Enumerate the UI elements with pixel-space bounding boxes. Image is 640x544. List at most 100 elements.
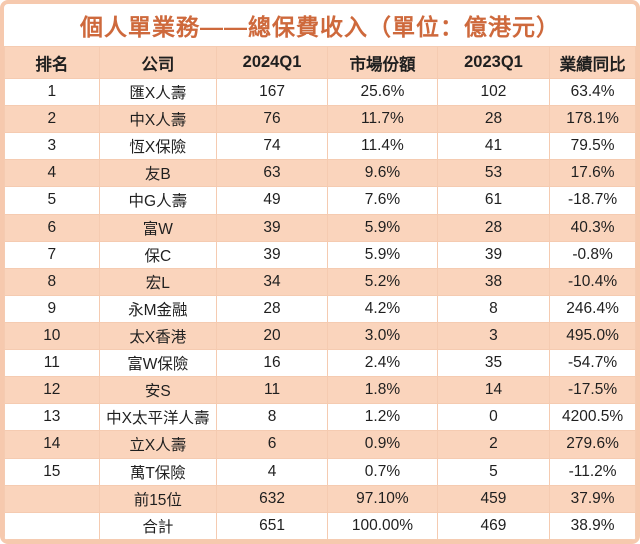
value-2023q1-cell: 459 [436, 484, 551, 513]
column-header-2023q1: 2023Q1 [436, 46, 551, 79]
table-body: 1 匯X人壽 167 25.6% 102 63.4% 2 中X人壽 76 11.7% 28 178.1… [4, 77, 636, 540]
value-2023q1-cell: 38 [436, 267, 551, 296]
yoy-cell: 79.5% [549, 132, 636, 161]
company-cell: 宏L [98, 267, 218, 296]
market-share-cell: 7.6% [327, 186, 438, 215]
value-2023q1-cell: 39 [436, 240, 551, 269]
premium-table: 排名 公司 2024Q1 市場份額 2023Q1 業績同比 1 匯X人壽 167 25… [4, 46, 636, 540]
summary-row: 前15位 632 97.10% 459 37.9% [4, 484, 636, 513]
table-row: 9 永M金融 28 4.2% 8 246.4% [4, 294, 636, 323]
yoy-cell: 495.0% [549, 321, 636, 351]
market-share-cell: 5.9% [327, 213, 438, 242]
yoy-cell: 246.4% [549, 294, 636, 323]
value-2024q1-cell: 63 [215, 159, 329, 188]
yoy-cell: -0.8% [549, 240, 636, 269]
yoy-cell: 38.9% [549, 511, 636, 540]
company-cell: 合計 [98, 511, 218, 540]
yoy-cell: 17.6% [549, 159, 636, 188]
market-share-cell: 9.6% [327, 159, 438, 188]
market-share-cell: 0.9% [327, 430, 438, 459]
table-row: 2 中X人壽 76 11.7% 28 178.1% [4, 105, 636, 134]
value-2023q1-cell: 28 [436, 105, 551, 134]
table-row: 4 友B 63 9.6% 53 17.6% [4, 159, 636, 188]
rank-cell: 6 [4, 213, 100, 242]
company-cell: 恆X保險 [98, 132, 218, 161]
company-cell: 富W [98, 213, 218, 242]
table-row: 11 富W保險 16 2.4% 35 -54.7% [4, 349, 636, 378]
value-2023q1-cell: 0 [436, 403, 551, 432]
rank-cell [4, 484, 100, 513]
value-2023q1-cell: 8 [436, 294, 551, 323]
market-share-cell: 4.2% [327, 294, 438, 323]
column-header-yoy: 業績同比 [549, 46, 636, 79]
value-2024q1-cell: 11 [215, 376, 329, 405]
value-2023q1-cell: 2 [436, 430, 551, 459]
rank-cell: 3 [4, 132, 100, 161]
value-2024q1-cell: 651 [215, 511, 329, 540]
rank-cell: 14 [4, 430, 100, 459]
value-2023q1-cell: 53 [436, 159, 551, 188]
value-2023q1-cell: 102 [436, 77, 551, 107]
table-row: 14 立X人壽 6 0.9% 2 279.6% [4, 430, 636, 459]
market-share-cell: 0.7% [327, 457, 438, 486]
value-2024q1-cell: 8 [215, 403, 329, 432]
value-2024q1-cell: 39 [215, 213, 329, 242]
company-cell: 中G人壽 [98, 186, 218, 215]
table-row: 13 中X太平洋人壽 8 1.2% 0 4200.5% [4, 403, 636, 432]
header-row: 排名 公司 2024Q1 市場份額 2023Q1 業績同比 [4, 46, 636, 79]
table-row: 5 中G人壽 49 7.6% 61 -18.7% [4, 186, 636, 215]
value-2023q1-cell: 28 [436, 213, 551, 242]
rank-cell: 9 [4, 294, 100, 323]
rank-cell: 8 [4, 267, 100, 296]
rank-cell [4, 511, 100, 540]
market-share-cell: 100.00% [327, 511, 438, 540]
value-2024q1-cell: 632 [215, 484, 329, 513]
column-header-market-share: 市場份額 [327, 46, 438, 79]
value-2023q1-cell: 3 [436, 321, 551, 351]
yoy-cell: -54.7% [549, 349, 636, 378]
company-cell: 匯X人壽 [98, 77, 218, 107]
rank-cell: 13 [4, 403, 100, 432]
value-2024q1-cell: 6 [215, 430, 329, 459]
market-share-cell: 3.0% [327, 321, 438, 351]
column-header-company: 公司 [98, 46, 218, 79]
value-2024q1-cell: 49 [215, 186, 329, 215]
table-row: 1 匯X人壽 167 25.6% 102 63.4% [4, 77, 636, 107]
market-share-cell: 11.4% [327, 132, 438, 161]
table-title: 個人單業務——總保費收入（單位：億港元） [80, 14, 560, 40]
table-row: 15 萬T保險 4 0.7% 5 -11.2% [4, 457, 636, 486]
company-cell: 前15位 [98, 484, 218, 513]
rank-cell: 10 [4, 321, 100, 351]
market-share-cell: 5.9% [327, 240, 438, 269]
rank-cell: 12 [4, 376, 100, 405]
value-2024q1-cell: 28 [215, 294, 329, 323]
company-cell: 安S [98, 376, 218, 405]
table-row: 3 恆X保險 74 11.4% 41 79.5% [4, 132, 636, 161]
summary-row: 合計 651 100.00% 469 38.9% [4, 511, 636, 540]
rank-cell: 1 [4, 77, 100, 107]
rank-cell: 15 [4, 457, 100, 486]
value-2023q1-cell: 5 [436, 457, 551, 486]
market-share-cell: 11.7% [327, 105, 438, 134]
company-cell: 富W保險 [98, 349, 218, 378]
company-cell: 中X太平洋人壽 [98, 403, 218, 432]
table-row: 8 宏L 34 5.2% 38 -10.4% [4, 267, 636, 296]
market-share-cell: 25.6% [327, 77, 438, 107]
value-2024q1-cell: 20 [215, 321, 329, 351]
rank-cell: 11 [4, 349, 100, 378]
yoy-cell: 279.6% [549, 430, 636, 459]
yoy-cell: 178.1% [549, 105, 636, 134]
column-header-2024q1: 2024Q1 [215, 46, 329, 79]
table-title-row: 個人單業務——總保費收入（單位：億港元） [4, 4, 636, 46]
column-header-rank: 排名 [4, 46, 100, 79]
yoy-cell: 4200.5% [549, 403, 636, 432]
yoy-cell: 63.4% [549, 77, 636, 107]
value-2024q1-cell: 167 [215, 77, 329, 107]
company-cell: 萬T保險 [98, 457, 218, 486]
table-row: 12 安S 11 1.8% 14 -17.5% [4, 376, 636, 405]
market-share-cell: 5.2% [327, 267, 438, 296]
value-2023q1-cell: 35 [436, 349, 551, 378]
table-header: 排名 公司 2024Q1 市場份額 2023Q1 業績同比 [4, 46, 636, 79]
yoy-cell: -18.7% [549, 186, 636, 215]
